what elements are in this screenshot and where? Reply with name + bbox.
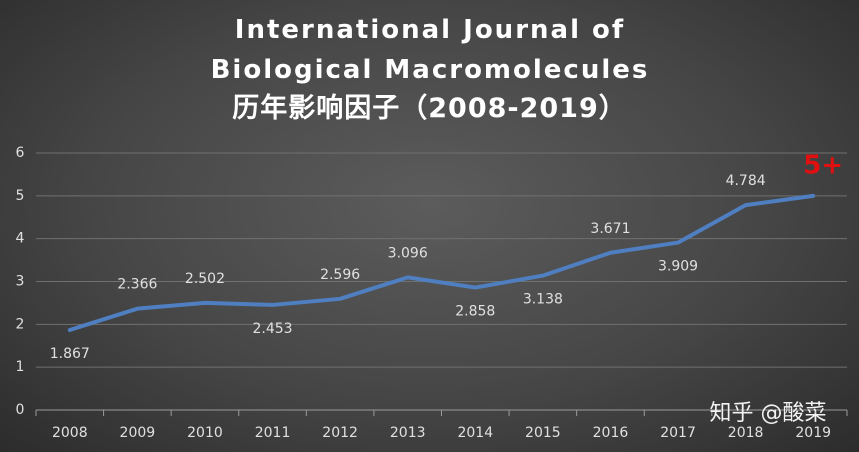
x-tick-label: 2018 (728, 425, 764, 441)
watermark: 知乎 @酸菜 (710, 401, 827, 426)
data-label: 3.096 (388, 245, 428, 261)
x-tick-label: 2016 (593, 425, 629, 441)
chart-subtitle: 历年影响因子（2008-2019） (232, 93, 627, 124)
data-label: 3.671 (590, 221, 630, 237)
data-label: 2.502 (185, 271, 225, 287)
x-tick-label: 2013 (390, 425, 426, 441)
x-tick-label: 2009 (120, 425, 156, 441)
y-tick-label: 4 (16, 231, 25, 247)
data-label: 5+ (803, 150, 843, 180)
data-label: 2.366 (117, 277, 157, 293)
x-tick-label: 2015 (525, 425, 561, 441)
y-tick-label: 3 (16, 274, 25, 290)
data-label: 4.784 (726, 173, 766, 189)
x-tick-label: 2014 (457, 425, 493, 441)
x-tick-label: 2019 (795, 425, 831, 441)
x-tick-label: 2011 (255, 425, 291, 441)
data-label: 3.909 (658, 259, 698, 275)
line (67, 193, 816, 333)
y-tick-label: 0 (16, 402, 25, 418)
x-tick-label: 2008 (52, 425, 88, 441)
data-label: 2.596 (320, 267, 360, 283)
chart-title: International Journal of Biological Macr… (210, 15, 650, 85)
x-tick-label: 2017 (660, 425, 696, 441)
data-label: 1.867 (50, 346, 90, 362)
data-label: 2.858 (455, 304, 495, 320)
data-label: 3.138 (523, 292, 563, 308)
y-tick-label: 1 (16, 359, 25, 375)
data-label: 2.453 (252, 321, 292, 337)
x-tick-label: 2010 (187, 425, 223, 441)
y-tick-label: 2 (16, 316, 25, 332)
y-tick-label: 6 (16, 145, 25, 161)
y-tick-label: 5 (16, 188, 25, 204)
x-tick-label: 2012 (322, 425, 358, 441)
